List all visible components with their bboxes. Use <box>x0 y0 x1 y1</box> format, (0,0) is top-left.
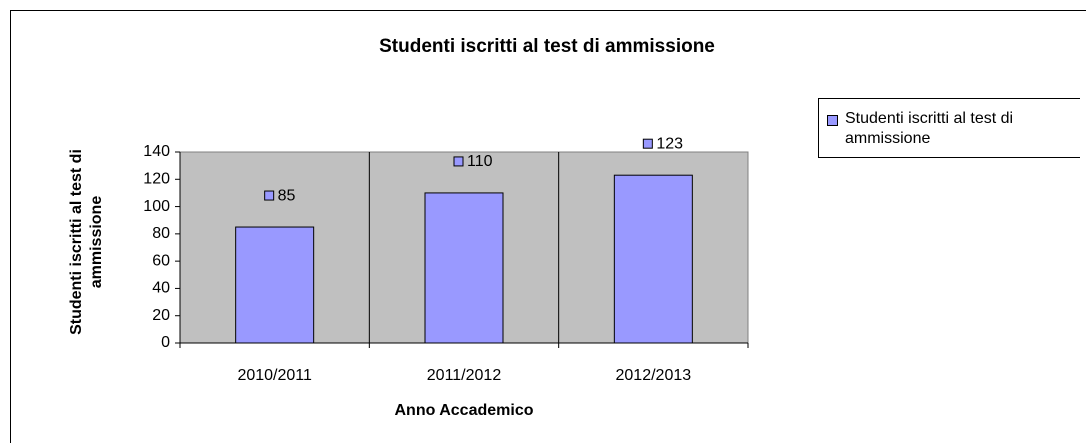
x-tick-label: 2010/2011 <box>237 367 312 384</box>
data-label: 110 <box>467 153 493 170</box>
y-tick-label: 80 <box>152 225 170 242</box>
legend: Studenti iscritti al test di ammissione <box>818 98 1080 158</box>
data-label: 123 <box>656 135 683 152</box>
legend-label: Studenti iscritti al test di ammissione <box>845 110 1014 147</box>
y-tick-label: 0 <box>161 334 170 351</box>
bar <box>613 174 693 344</box>
chart-title: Studenti iscritti al test di ammissione <box>379 36 715 57</box>
data-label: 85 <box>278 187 296 204</box>
y-tick-label: 100 <box>143 198 170 215</box>
x-tick-label: 2012/2013 <box>616 367 692 384</box>
y-axis-label: Studenti iscritti al test di ammissione <box>68 149 105 335</box>
x-tick-label: 2011/2012 <box>427 367 502 384</box>
x-axis-label: Anno Accademico <box>395 402 534 419</box>
y-tick-label: 120 <box>143 171 170 188</box>
y-tick-label: 140 <box>143 143 170 160</box>
bar <box>235 226 315 344</box>
y-tick-label: 40 <box>152 280 170 297</box>
data-label-key <box>453 156 464 167</box>
data-label-key <box>264 190 275 201</box>
y-tick-label: 20 <box>152 307 170 324</box>
data-label-key <box>642 138 653 149</box>
legend-key <box>827 115 838 126</box>
y-tick-label: 60 <box>152 252 170 269</box>
bar <box>424 192 504 344</box>
